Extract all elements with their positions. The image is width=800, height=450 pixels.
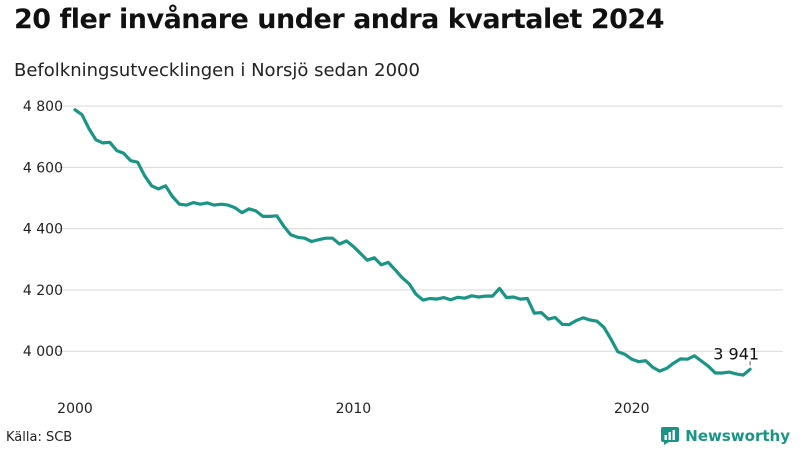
brand-logo[interactable]: Newsworthy	[661, 425, 790, 447]
y-tick-label: 4 200	[23, 283, 63, 299]
end-value-label: 3 941	[713, 344, 759, 363]
newsworthy-logo-icon	[661, 427, 680, 445]
x-tick-label: 2000	[57, 401, 93, 417]
x-tick-label: 2020	[614, 401, 650, 417]
x-tick-label: 2010	[336, 401, 372, 417]
y-tick-label: 4 600	[23, 160, 63, 176]
y-tick-label: 4 000	[23, 344, 63, 360]
chart-subtitle: Befolkningsutvecklingen i Norsjö sedan 2…	[14, 60, 420, 81]
y-tick-label: 4 800	[23, 99, 63, 115]
series-line	[73, 108, 752, 377]
brand-name: Newsworthy	[685, 427, 790, 445]
source-label: Källa: SCB	[6, 430, 73, 445]
chart-title: 20 fler invånare under andra kvartalet 2…	[14, 4, 665, 35]
y-tick-label: 4 400	[23, 222, 63, 238]
